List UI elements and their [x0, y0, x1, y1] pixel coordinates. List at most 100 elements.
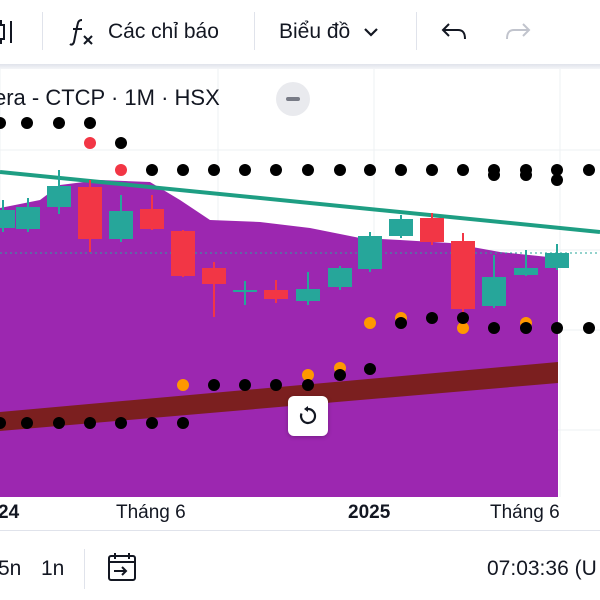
candles-icon[interactable]: [0, 0, 18, 64]
redo-button[interactable]: [504, 0, 532, 64]
candle: [0, 210, 15, 228]
sar-dot: [239, 164, 251, 176]
sar-dot: [457, 164, 469, 176]
sar-dot: [364, 164, 376, 176]
sar-dot: [21, 117, 33, 129]
minus-icon: [286, 97, 300, 101]
sar-dot: [426, 164, 438, 176]
sar-dot: [177, 417, 189, 429]
candle: [233, 290, 257, 292]
sar-dot: [551, 174, 563, 186]
sar-dot: [334, 369, 346, 381]
sar-dot: [395, 164, 407, 176]
x-axis-label: 24: [0, 502, 20, 523]
price-chart[interactable]: [0, 69, 600, 529]
bottom-divider: [84, 549, 85, 589]
sar-dot: [520, 322, 532, 334]
toolbar-divider: [42, 12, 43, 50]
sar-dot: [270, 164, 282, 176]
bottom-bar: 5n 1n 07:03:36 (U: [0, 530, 600, 600]
top-toolbar: Các chỉ báo Biểu đồ: [0, 0, 600, 64]
reset-chart-button[interactable]: [288, 396, 328, 436]
candle: [109, 211, 133, 239]
candle: [171, 231, 195, 276]
sar-dot: [551, 164, 563, 176]
candle: [47, 186, 71, 207]
sar-dot: [426, 312, 438, 324]
sar-dot: [302, 369, 314, 381]
sar-dot: [84, 137, 96, 149]
sar-dot: [53, 117, 65, 129]
sar-dot: [115, 164, 127, 176]
sar-dot: [583, 322, 595, 334]
candle: [545, 253, 569, 268]
sar-dot: [457, 312, 469, 324]
candle: [78, 187, 102, 239]
candle: [296, 289, 320, 301]
fx-icon: [68, 17, 96, 47]
sar-dot: [84, 417, 96, 429]
sar-dot: [395, 317, 407, 329]
sar-dot: [0, 417, 6, 429]
sar-dot: [364, 363, 376, 375]
sar-dot: [177, 379, 189, 391]
candle: [140, 209, 164, 229]
undo-icon: [440, 20, 468, 44]
candle: [389, 219, 413, 236]
band-indicator: [0, 362, 558, 431]
legend-collapse-button[interactable]: [276, 82, 310, 116]
toolbar-shadow: [0, 64, 600, 69]
range-1d-button[interactable]: 1n: [41, 557, 65, 580]
candle: [328, 268, 352, 287]
sar-dot: [208, 164, 220, 176]
symbol-legend-title[interactable]: era - CTCP · 1M · HSX: [0, 85, 220, 110]
sar-dot: [84, 117, 96, 129]
toolbar-divider: [416, 12, 417, 50]
sar-dot: [115, 137, 127, 149]
chart-type-label: Biểu đồ: [279, 20, 351, 43]
indicators-label: Các chỉ báo: [108, 20, 219, 43]
range-5d-button[interactable]: 5n: [0, 557, 22, 580]
sar-dot: [53, 417, 65, 429]
sar-dot: [146, 164, 158, 176]
sar-dot: [488, 322, 500, 334]
candle: [264, 290, 288, 299]
reset-icon: [297, 405, 319, 427]
redo-icon: [504, 20, 532, 44]
sar-dot: [488, 169, 500, 181]
toolbar-divider: [254, 12, 255, 50]
sar-dot: [115, 417, 127, 429]
sar-dot: [364, 317, 376, 329]
sar-dot: [551, 322, 563, 334]
sar-dots-group: [0, 117, 595, 429]
sar-dot: [334, 164, 346, 176]
sar-dot: [177, 164, 189, 176]
sar-dot: [520, 169, 532, 181]
candle: [16, 207, 40, 229]
sar-dot: [457, 322, 469, 334]
candle: [451, 241, 475, 309]
sar-dot: [302, 379, 314, 391]
sar-dot: [239, 379, 251, 391]
trend-line[interactable]: [0, 170, 600, 234]
chevron-down-icon: [364, 27, 379, 37]
candle: [482, 277, 506, 306]
sar-dot: [146, 417, 158, 429]
clock-readout[interactable]: 07:03:36 (U: [487, 557, 597, 580]
chart-type-dropdown[interactable]: Biểu đồ: [279, 0, 379, 64]
indicators-button[interactable]: Các chỉ báo: [68, 0, 219, 64]
undo-button[interactable]: [440, 0, 468, 64]
sar-dot: [302, 164, 314, 176]
x-axis-label: Tháng 6: [490, 502, 560, 523]
chart-area[interactable]: [0, 69, 600, 529]
sar-dot: [270, 379, 282, 391]
candle: [358, 236, 382, 269]
candle: [420, 218, 444, 242]
sar-dot: [208, 379, 220, 391]
candles-group: [0, 170, 569, 317]
sar-dot: [583, 164, 595, 176]
sar-dot: [0, 117, 6, 129]
calendar-icon: [106, 551, 138, 583]
go-to-date-button[interactable]: [106, 551, 138, 589]
candle: [202, 268, 226, 284]
